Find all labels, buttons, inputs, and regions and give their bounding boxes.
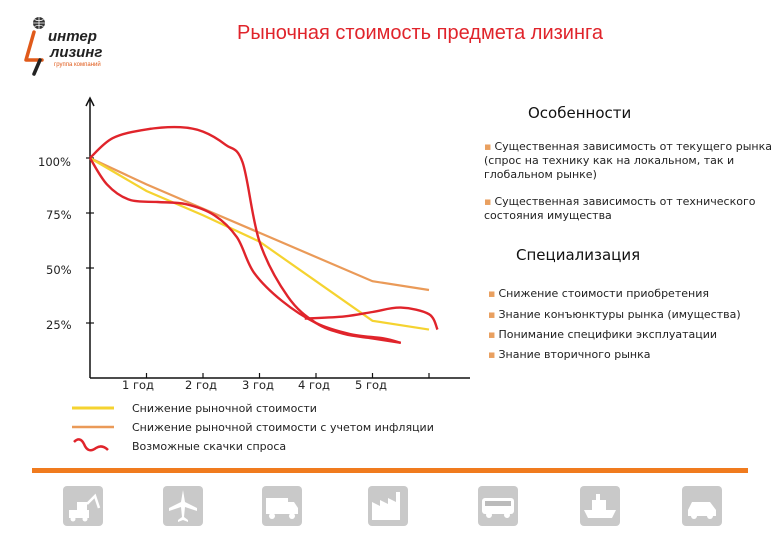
y-axis-arrow: [85, 96, 95, 107]
legend-label-red: Возможные скачки спроса: [132, 440, 287, 453]
truck-icon: [262, 486, 302, 526]
legend-label-yellow: Снижение рыночной стоимости: [132, 402, 317, 415]
bullet-icon: ▪: [484, 195, 492, 208]
legend-swatches: [72, 406, 114, 452]
series-line-inflation: [89, 157, 430, 292]
company-logo: интер лизинг группа компаний: [14, 14, 134, 76]
logo-line2: лизинг: [50, 44, 103, 61]
bullet-icon: ▪: [488, 308, 496, 321]
logo-subtitle: группа компаний: [54, 62, 101, 68]
specialization-heading: Специализация: [516, 246, 641, 264]
features-item-1: ▪ Существенная зависимость от текущего ры…: [484, 140, 772, 181]
specialization-item-3: ▪ Понимание специфики эксплуатации: [488, 328, 718, 341]
globe-icon: [24, 17, 45, 76]
airplane-icon: [163, 486, 203, 526]
features-item-2: ▪ Существенная зависимость от техническог…: [484, 195, 756, 222]
legend-label-orange: Снижение рыночной стоимости с учетом инф…: [132, 421, 434, 434]
page-title: Рыночная стоимость предмета лизинга: [237, 22, 603, 44]
x-tick-label: 1 год: [122, 378, 155, 392]
demand-jump-upper: [89, 125, 401, 344]
specialization-item-1: ▪ Снижение стоимости приобретения: [488, 287, 709, 300]
bullet-icon: ▪: [488, 328, 496, 341]
y-tick-label: 100%: [38, 155, 71, 169]
x-tick-label: 2 год: [185, 378, 218, 392]
x-tick-label: 5 год: [355, 378, 388, 392]
bullet-icon: ▪: [488, 287, 496, 300]
excavator-icon: [63, 486, 103, 526]
factory-icon: [368, 486, 408, 526]
x-tick-label: 3 год: [242, 378, 275, 392]
bus-icon: [478, 486, 518, 526]
y-tick-label: 75%: [46, 208, 72, 222]
specialization-item-4: ▪ Знание вторичного рынка: [488, 348, 651, 361]
demand-jump-tail: [304, 306, 439, 331]
car-icon: [682, 486, 722, 526]
y-tick-label: 25%: [46, 318, 72, 332]
ship-icon: [580, 486, 620, 526]
demand-jump-lower: [88, 157, 402, 344]
legend-swatch-red: [73, 438, 109, 452]
x-tick-label: 4 год: [298, 378, 331, 392]
y-tick-label: 50%: [46, 263, 72, 277]
footer-divider: [32, 468, 748, 473]
bullet-icon: ▪: [488, 348, 496, 361]
bullet-icon: ▪: [484, 140, 492, 153]
features-heading: Особенности: [528, 104, 632, 122]
specialization-item-2: ▪ Знание конъюнктуры рынка (имущества): [488, 308, 741, 321]
logo-line1: интер: [48, 28, 97, 45]
